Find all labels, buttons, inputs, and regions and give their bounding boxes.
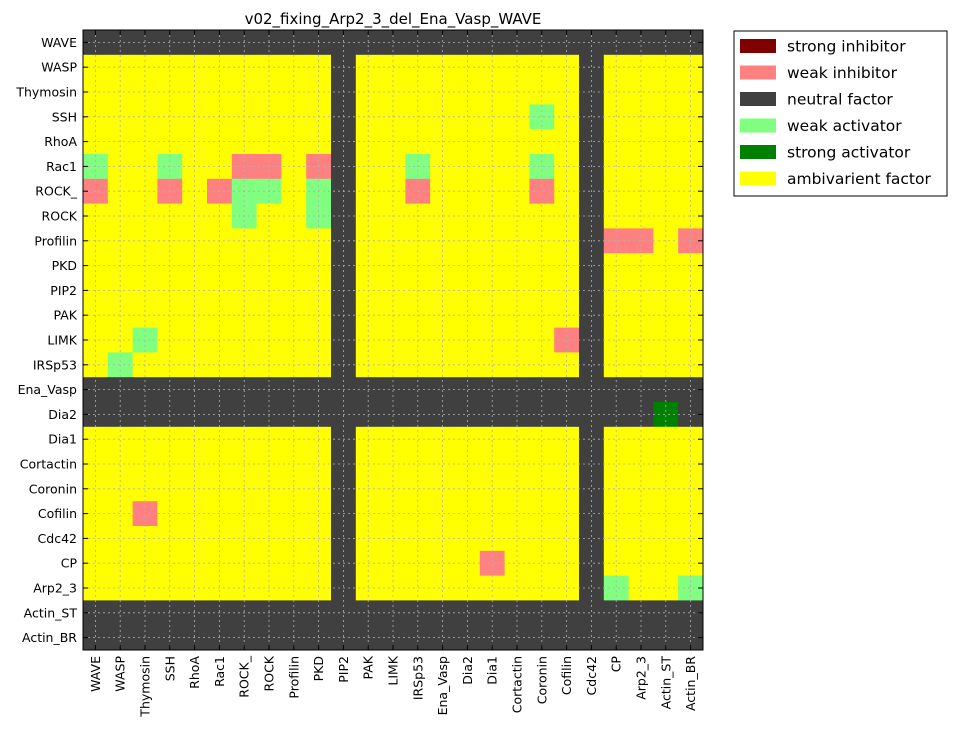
x-tick-label: Dia1	[485, 656, 500, 685]
heatmap-cell-Arp2_3-Cofilin	[554, 575, 580, 601]
legend-label: strong inhibitor	[787, 38, 906, 56]
y-tick-label: Profilin	[34, 233, 77, 248]
heatmap-cell-CP-CP	[603, 550, 629, 576]
y-tick-label: Cortactin	[20, 457, 77, 472]
heatmap-cell-Cofilin-Arp2_3	[628, 501, 654, 527]
y-tick-label: PAK	[54, 308, 78, 323]
y-tick-label: Ena_Vasp	[18, 382, 77, 397]
x-tick-label: ROCK	[262, 655, 277, 691]
y-tick-label: LIMK	[47, 333, 77, 348]
y-tick-label: Actin_ST	[24, 605, 78, 620]
x-tick-label: PKD	[311, 656, 326, 681]
legend-swatch	[740, 39, 776, 53]
y-tick-label: WASP	[41, 60, 77, 75]
x-tick-label: RhoA	[187, 656, 202, 689]
legend-swatch	[740, 118, 776, 133]
y-tick-label: PKD	[52, 258, 77, 273]
y-tick-label: Rac1	[46, 159, 77, 174]
x-tick-label: CP	[609, 656, 624, 673]
x-tick-label: Cdc42	[584, 656, 599, 695]
legend-label: neutral factor	[787, 91, 893, 109]
y-tick-label: SSH	[52, 109, 77, 124]
x-tick-label: Profilin	[286, 656, 301, 699]
plot-frame	[82, 29, 704, 651]
y-tick-label: ROCK_	[35, 184, 77, 199]
heatmap-cell-Cofilin-Cofilin	[554, 501, 580, 527]
x-tick-label: Cofilin	[559, 656, 574, 695]
x-tick-label: SSH	[162, 656, 177, 681]
legend-swatch	[740, 171, 776, 186]
x-tick-label: PIP2	[336, 656, 351, 683]
y-tick-label: ROCK	[42, 209, 78, 224]
x-tick-label: Coronin	[534, 656, 549, 704]
legend: strong inhibitor weak inhibitor neutral fa…	[733, 30, 948, 197]
x-tick-label: Thymosin	[138, 656, 153, 718]
heatmap-cell-Cdc42-Cofilin	[554, 526, 580, 552]
heatmap-cell-Arp2_3-CP	[603, 575, 629, 601]
y-tick-label: CP	[61, 556, 78, 571]
x-tick-label: Actin_BR	[683, 656, 698, 711]
y-tick-label: Cofilin	[38, 506, 77, 521]
y-tick-label: Dia2	[48, 407, 77, 422]
x-tick-label: Ena_Vasp	[435, 656, 450, 715]
y-tick-label: Actin_BR	[22, 630, 77, 645]
x-tick-label: Actin_ST	[658, 656, 673, 710]
x-tick-label: WASP	[113, 656, 128, 692]
legend-swatch	[740, 65, 776, 80]
x-tick-label: ROCK_	[237, 655, 252, 697]
heatmap-cell-Arp2_3-Arp2_3	[628, 575, 654, 601]
x-tick-label: Arp2_3	[634, 656, 649, 700]
legend-frame	[733, 30, 948, 197]
heatmap-cell-CP-Cdc42	[579, 550, 605, 576]
heatmap-cell-Cofilin-Cdc42	[579, 501, 605, 527]
x-tick-label: WAVE	[88, 656, 103, 692]
heatmap-cell-Cofilin-CP	[603, 501, 629, 527]
y-tick-label: Arp2_3	[33, 581, 77, 596]
legend-swatch	[740, 145, 776, 159]
y-tick-label: PIP2	[50, 283, 77, 298]
heatmap-cell-CP-Arp2_3	[628, 550, 654, 576]
legend-label: weak activator	[787, 117, 902, 135]
x-tick-label: Cortactin	[510, 656, 525, 713]
legend-swatch	[740, 92, 776, 106]
y-tick-label: WAVE	[41, 35, 77, 50]
x-axis-tick-labels: WAVE WASP Thymosin SSH RhoA Rac1 ROCK_ ROCK Prof…	[88, 655, 698, 717]
chart-title: v02_fixing_Arp2_3_del_Ena_Vasp_WAVE	[245, 10, 542, 29]
y-tick-label: Dia1	[48, 432, 77, 447]
y-axis-tick-labels: WAVE WASP Thymosin SSH RhoA Rac1 ROCK_ ROCK Prof…	[15, 35, 77, 645]
heatmap-cell-Arp2_3-Cdc42	[579, 575, 605, 601]
x-tick-label: LIMK	[386, 655, 401, 685]
heatmap-cell-Cdc42-Arp2_3	[628, 526, 654, 552]
legend-label: weak inhibitor	[787, 64, 898, 82]
y-tick-label: Cdc42	[38, 531, 77, 546]
x-tick-label: Rac1	[212, 656, 227, 687]
x-tick-label: Dia2	[460, 656, 475, 685]
legend-label: strong activator	[787, 144, 911, 162]
y-tick-label: Coronin	[29, 481, 77, 496]
y-tick-label: Thymosin	[15, 85, 77, 100]
x-tick-label: PAK	[361, 655, 376, 679]
y-tick-label: IRSp53	[33, 357, 77, 372]
grid-lines	[83, 30, 703, 650]
y-tick-label: RhoA	[44, 134, 77, 149]
heatmap-cell-CP-Cofilin	[554, 550, 580, 576]
x-tick-label: IRSp53	[410, 656, 425, 700]
heatmap-cell-Cdc42-CP	[603, 526, 629, 552]
legend-label: ambivarient factor	[787, 170, 931, 188]
heatmap-cell-Cdc42-Cdc42	[579, 526, 605, 552]
axis-ticks	[83, 30, 703, 650]
